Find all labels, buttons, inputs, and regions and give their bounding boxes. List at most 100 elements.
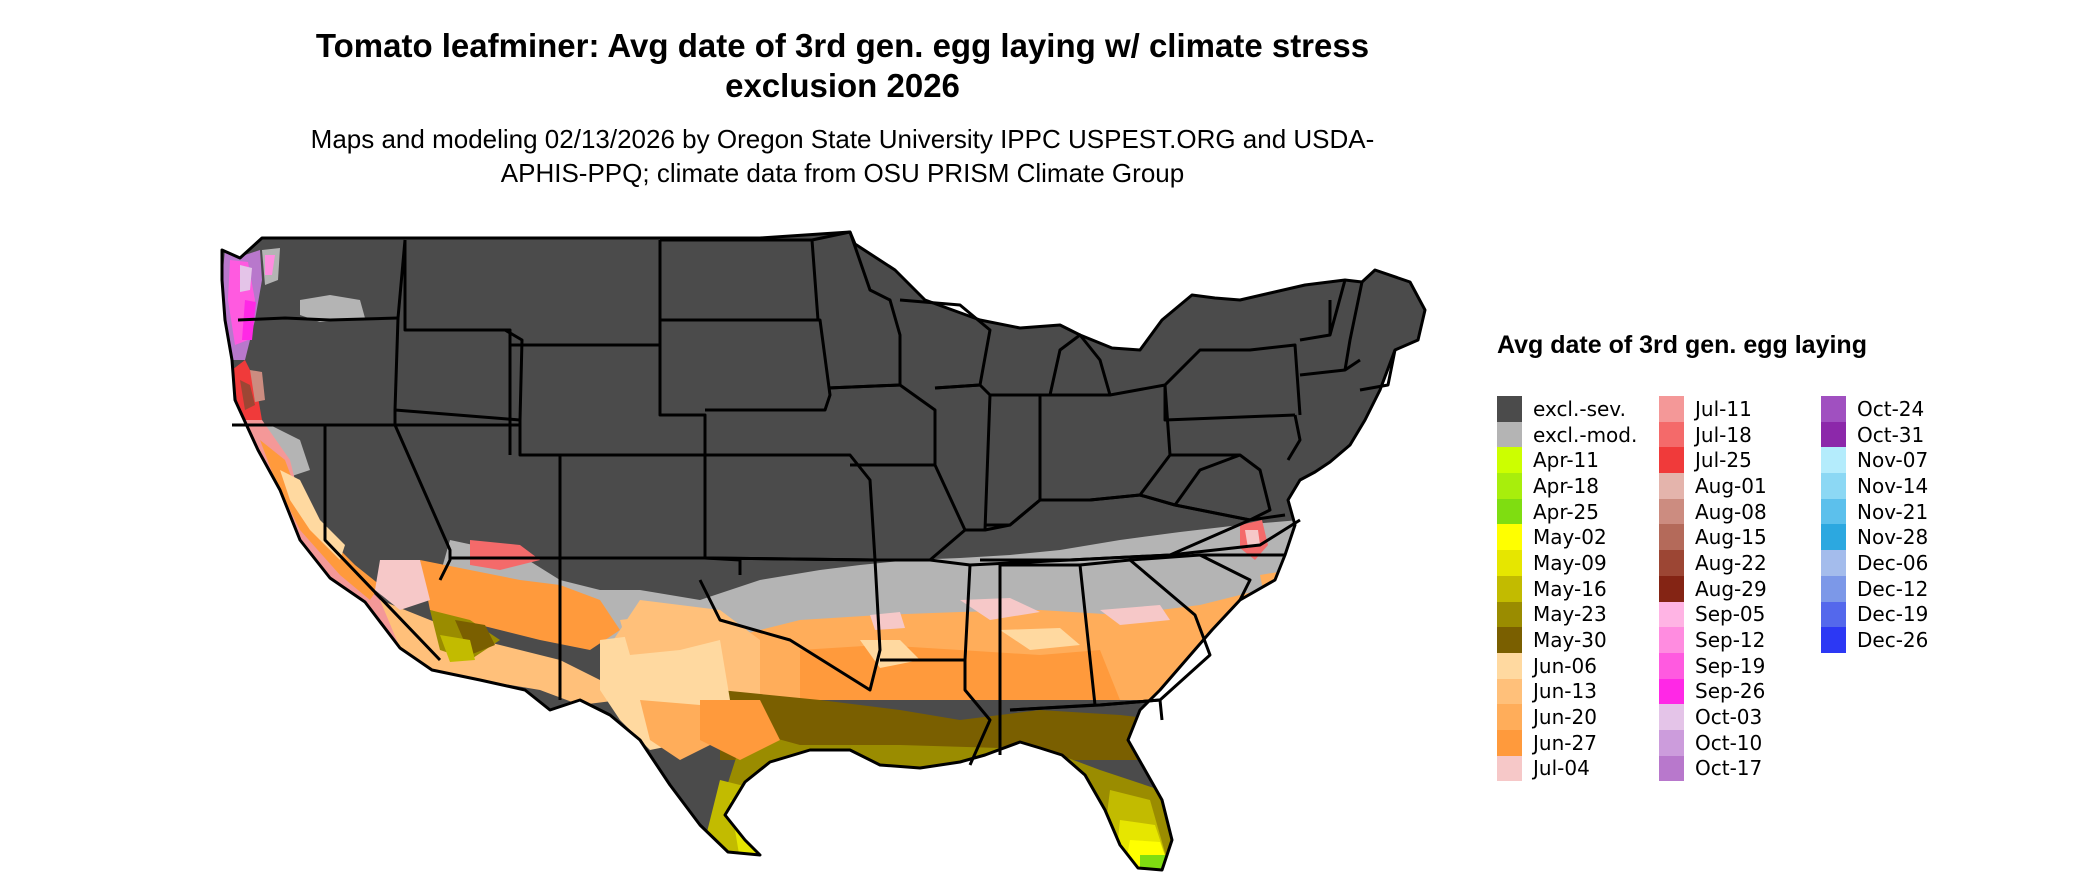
legend-swatch — [1821, 575, 1846, 602]
legend-item: Dec-12 — [1821, 575, 1928, 602]
legend-label: excl.-mod. — [1533, 422, 1638, 447]
legend-swatch — [1497, 704, 1522, 730]
legend-label: Aug-22 — [1695, 550, 1767, 575]
legend-item: Nov-28 — [1821, 524, 1929, 551]
legend-swatch — [1497, 550, 1522, 576]
legend-swatch — [1497, 755, 1522, 782]
legend-item: May-16 — [1497, 575, 1637, 602]
legend-swatch — [1497, 421, 1522, 448]
legend-swatch — [1659, 652, 1684, 679]
legend-label: Oct-24 — [1857, 396, 1925, 421]
legend-item: May-02 — [1497, 524, 1637, 551]
map-subtitle: Maps and modeling 02/13/2026 by Oregon S… — [310, 124, 1375, 188]
legend-swatch — [1659, 473, 1684, 499]
legend-item: Sep-19 — [1659, 652, 1767, 679]
us-map — [220, 230, 1427, 872]
legend-item: Nov-14 — [1821, 473, 1928, 499]
legend-swatch — [1659, 550, 1684, 576]
legend-label: Oct-10 — [1695, 730, 1763, 755]
legend-swatch — [1821, 421, 1846, 448]
legend-label: Nov-28 — [1857, 525, 1929, 550]
legend-label: Aug-29 — [1695, 576, 1767, 601]
legend-swatch — [1497, 447, 1522, 474]
legend-label: May-30 — [1533, 628, 1607, 653]
legend-label: Sep-26 — [1695, 679, 1766, 704]
legend-item: Oct-24 — [1821, 396, 1928, 422]
legend-label: Jun-06 — [1533, 653, 1597, 678]
legend-item: Jun-13 — [1497, 678, 1637, 705]
legend-swatch — [1659, 575, 1684, 602]
legend-item: excl.-mod. — [1497, 421, 1638, 448]
legend-swatch — [1659, 704, 1684, 730]
legend-item: Aug-29 — [1659, 575, 1767, 602]
legend-label: Dec-26 — [1857, 628, 1929, 653]
legend-item: Jun-27 — [1497, 729, 1637, 756]
legend-swatch — [1497, 524, 1522, 551]
legend-label: Jun-27 — [1533, 730, 1597, 755]
legend-item: Apr-25 — [1497, 498, 1637, 525]
legend-swatch — [1659, 396, 1684, 422]
legend-column: Jul-11 Jul-18 Jul-25 Aug-01 Aug-08 Aug-15 Aug-… — [1659, 396, 1767, 782]
legend-label: Jul-11 — [1695, 396, 1752, 421]
legend-label: Apr-11 — [1533, 448, 1599, 473]
legend-item: Jul-11 — [1659, 396, 1767, 422]
legend-item: Dec-26 — [1821, 627, 1928, 653]
legend-item: Jun-20 — [1497, 704, 1637, 730]
legend-label: May-02 — [1533, 525, 1607, 550]
legend-item: Nov-07 — [1821, 447, 1928, 474]
legend-item: Nov-21 — [1821, 498, 1929, 525]
legend-swatch — [1821, 601, 1846, 628]
legend-item: May-09 — [1497, 550, 1637, 576]
legend-column: Oct-24 Oct-31 Nov-07 Nov-14 Nov-21 Nov-28 Dec-… — [1821, 396, 1928, 653]
legend-swatch — [1497, 678, 1522, 705]
legend-label: Oct-17 — [1695, 756, 1763, 781]
legend-swatch — [1821, 473, 1846, 499]
state-boundaries — [220, 230, 1427, 872]
legend-item: Jul-25 — [1659, 447, 1767, 474]
legend-swatch — [1659, 498, 1684, 525]
legend-item: Dec-19 — [1821, 601, 1929, 628]
legend-swatch — [1659, 627, 1684, 653]
legend-label: Aug-01 — [1695, 473, 1767, 498]
legend-swatch — [1497, 627, 1522, 653]
legend-item: Aug-22 — [1659, 550, 1767, 576]
legend-item: Oct-31 — [1821, 421, 1928, 448]
legend-item: Dec-06 — [1821, 550, 1928, 576]
legend-item: Jul-04 — [1497, 755, 1637, 782]
legend-swatch — [1821, 498, 1846, 525]
legend-label: Dec-19 — [1857, 602, 1929, 627]
legend-item: Oct-03 — [1659, 704, 1767, 730]
legend-swatch — [1821, 524, 1846, 551]
legend-column: excl.-sev. excl.-mod. Apr-11 Apr-18 Apr-25 Ma… — [1497, 396, 1638, 782]
legend-label: Aug-15 — [1695, 525, 1767, 550]
legend-item: Sep-26 — [1659, 678, 1767, 705]
legend-item: Sep-05 — [1659, 601, 1767, 628]
legend-label: excl.-sev. — [1533, 396, 1626, 421]
legend-label: Apr-25 — [1533, 499, 1599, 524]
legend-label: Jul-25 — [1695, 448, 1752, 473]
legend-swatch — [1497, 729, 1522, 756]
legend-item: excl.-sev. — [1497, 396, 1637, 422]
legend-swatch — [1497, 601, 1522, 628]
map-title: Tomato leafminer: Avg date of 3rd gen. e… — [315, 27, 1370, 104]
legend-item: May-30 — [1497, 627, 1637, 653]
legend-swatch — [1659, 755, 1684, 782]
legend-item: Aug-15 — [1659, 524, 1767, 551]
legend-label: Dec-06 — [1857, 550, 1929, 575]
legend-label: Oct-31 — [1857, 422, 1925, 447]
legend-title: Avg date of 3rd gen. egg laying — [1497, 331, 1867, 359]
legend-swatch — [1497, 652, 1522, 679]
legend-label: Jun-13 — [1533, 679, 1597, 704]
legend-item: Aug-08 — [1659, 498, 1767, 525]
legend-label: May-16 — [1533, 576, 1607, 601]
legend-swatch — [1659, 678, 1684, 705]
legend-item: Jul-18 — [1659, 421, 1767, 448]
legend-label: Sep-12 — [1695, 628, 1766, 653]
legend-swatch — [1659, 729, 1684, 756]
legend-swatch — [1497, 498, 1522, 525]
legend-item: Oct-17 — [1659, 755, 1767, 782]
legend-item: Oct-10 — [1659, 729, 1767, 756]
legend-label: Jul-04 — [1533, 756, 1590, 781]
legend-swatch — [1659, 447, 1684, 474]
legend-label: Nov-21 — [1857, 499, 1929, 524]
